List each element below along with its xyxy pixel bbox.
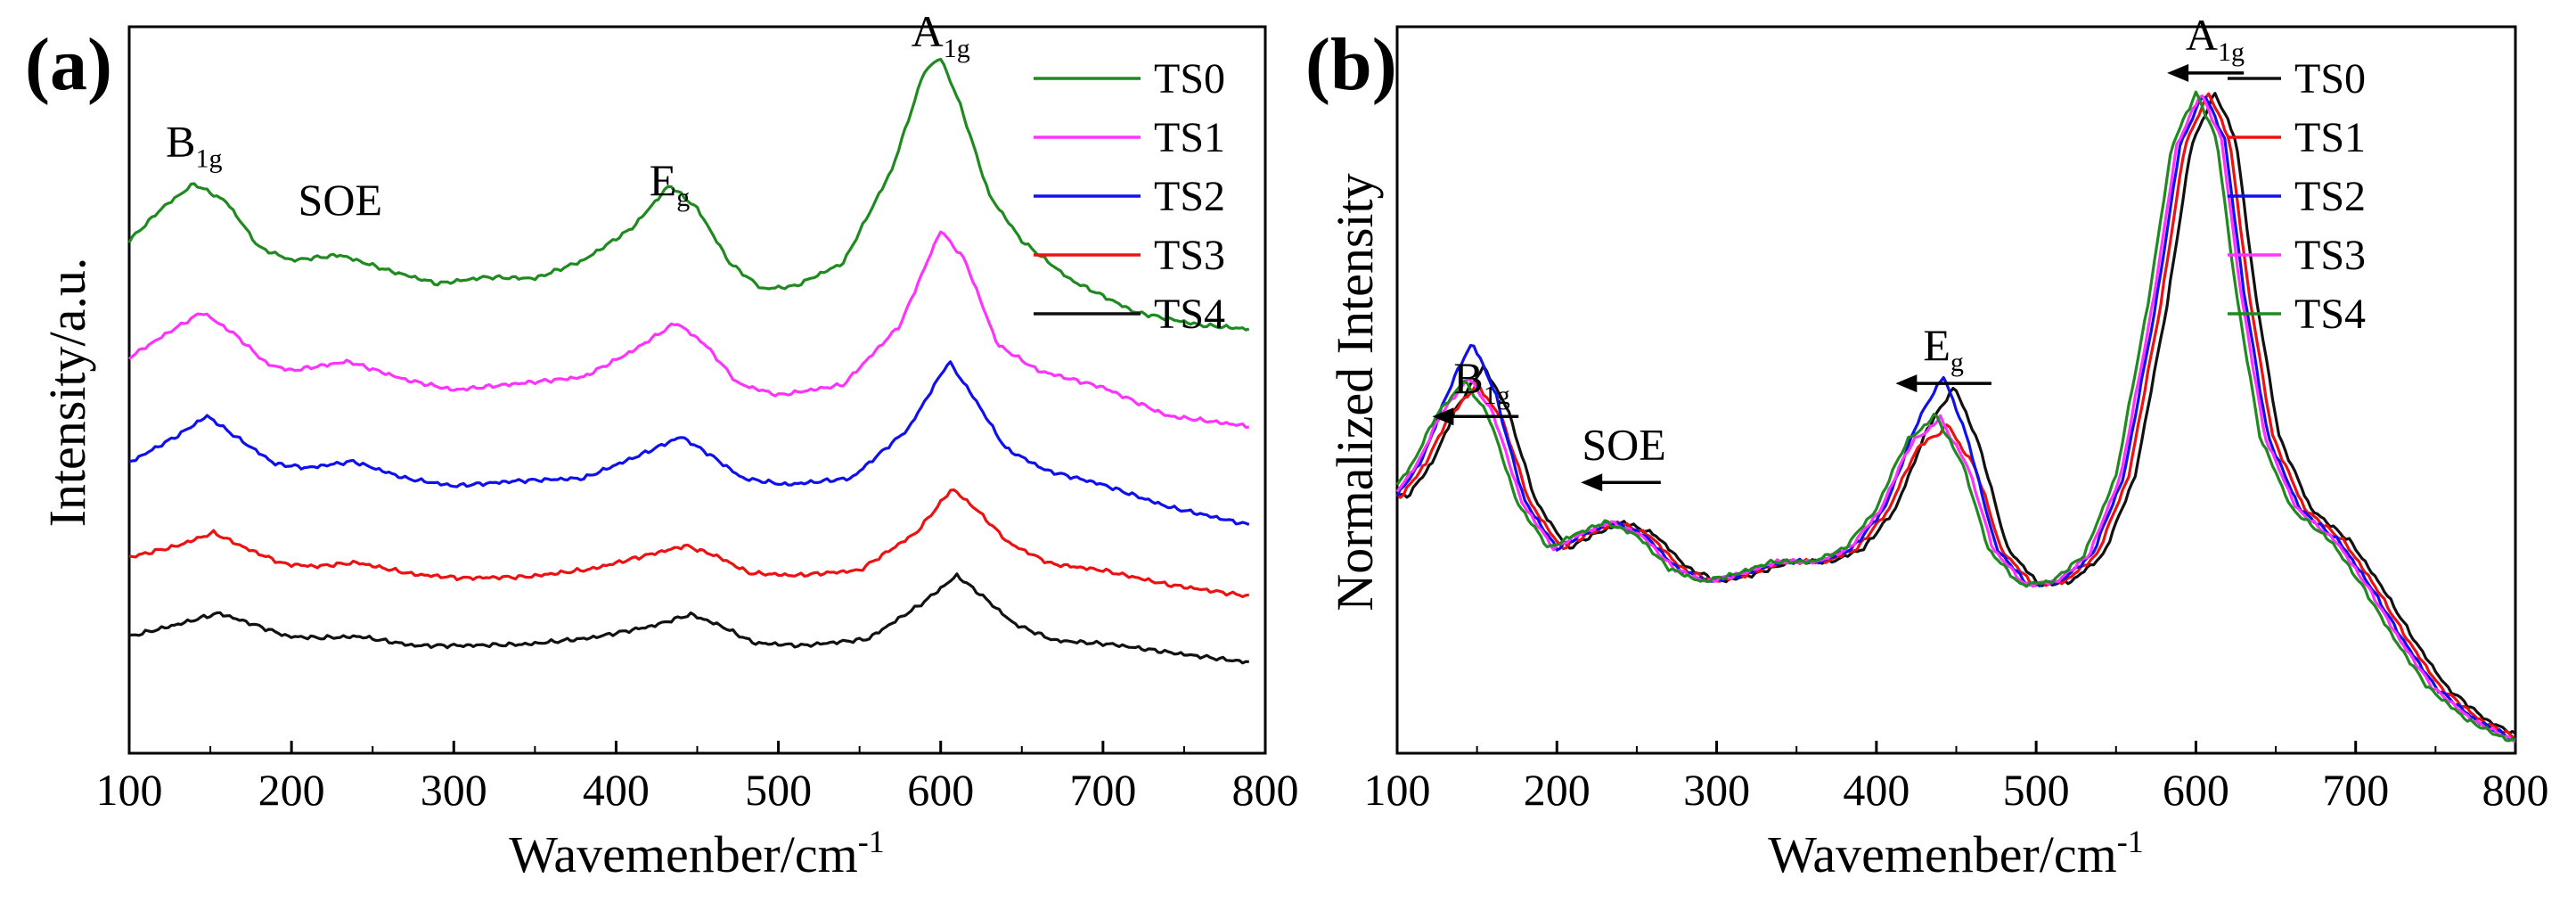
legend-label-ts3: TS3: [2294, 232, 2366, 279]
panel-a-x-axis-title: Wavemenber/cm-1: [509, 824, 884, 883]
series-line-ts0: [127, 57, 1250, 332]
series-line-ts1: [1395, 92, 2516, 741]
panel-a-x-axis-title-main: Wavemenber/cm: [509, 825, 857, 883]
series-line-ts2: [128, 360, 1250, 526]
series-line-ts3: [128, 488, 1249, 598]
panel-a-series: [127, 57, 1250, 665]
peak-annotation: SOE: [298, 175, 382, 225]
x-tick-label: 800: [1232, 765, 1299, 815]
panel-b-series: [1395, 90, 2516, 743]
x-tick-label: 700: [2322, 765, 2389, 815]
panel-b-x-axis-title-sup: -1: [2117, 824, 2144, 859]
x-tick-label: 600: [907, 765, 974, 815]
shift-arrow-head: [1895, 374, 1918, 393]
panel-b-x-axis-title-main: Wavemenber/cm: [1768, 825, 2116, 883]
panel-a-y-axis-title: Intensity/a.u.: [38, 258, 96, 528]
peak-annotation: B1g: [166, 117, 222, 174]
x-tick-label: 600: [2163, 765, 2229, 815]
panel-a-letter: (a): [25, 23, 112, 106]
x-tick-label: 200: [1524, 765, 1591, 815]
panel-a-legend: TS0 TS1 TS2 TS3 TS4: [1034, 55, 1225, 338]
series-line-ts1: [127, 230, 1249, 429]
x-tick-label: 400: [1843, 765, 1910, 815]
legend-label-ts4: TS4: [1154, 291, 1225, 338]
x-tick-label: 100: [1364, 765, 1431, 815]
panel-a-x-axis-title-sup: -1: [858, 824, 885, 859]
x-tick-label: 800: [2482, 765, 2549, 815]
x-tick-label: 500: [2003, 765, 2070, 815]
shift-arrow-head: [2167, 63, 2189, 82]
legend-label-ts1: TS1: [1154, 114, 1225, 161]
legend-label-ts0: TS0: [1154, 55, 1225, 103]
x-tick-label: 300: [1683, 765, 1750, 815]
peak-annotation: B1g: [1453, 353, 1509, 410]
peak-annotation: SOE: [1582, 419, 1665, 469]
panel-b: (b) 100 200 300 400 500 600 700 800 A1g B1g SOE Eg…: [1305, 10, 2549, 883]
series-line-ts4: [128, 572, 1249, 665]
panel-a: (a) 100 200 300 400 500 600 700 800 B1g SOE Eg A1g…: [25, 6, 1299, 883]
series-line-ts4: [1395, 90, 2516, 743]
panel-b-letter: (b): [1305, 23, 1397, 106]
panel-b-legend: TS0 TS1 TS2 TS3 TS4: [2228, 55, 2366, 338]
x-tick-label: 500: [745, 765, 812, 815]
panel-b-annotations: A1g B1g SOE Eg: [1432, 10, 2245, 492]
x-tick-label: 400: [583, 765, 650, 815]
legend-label-ts1: TS1: [2294, 114, 2366, 161]
legend-label-ts2: TS2: [2294, 173, 2366, 220]
peak-annotation: A1g: [912, 6, 970, 63]
legend-label-ts3: TS3: [1154, 232, 1225, 279]
peak-annotation: Eg: [650, 155, 691, 212]
legend-label-ts0: TS0: [2294, 55, 2366, 103]
peak-annotation: Eg: [1923, 320, 1964, 377]
x-tick-label: 200: [258, 765, 325, 815]
x-tick-label: 700: [1069, 765, 1136, 815]
panel-b-y-axis-title: Normalized Intensity: [1326, 173, 1384, 611]
panel-b-x-ticks: 100 200 300 400 500 600 700 800: [1364, 741, 2549, 815]
peak-annotation: A1g: [2186, 10, 2245, 67]
series-line-ts3: [1395, 94, 2516, 743]
shift-arrow-head: [1581, 473, 1603, 492]
series-line-ts0: [1396, 92, 2516, 735]
legend-label-ts4: TS4: [2294, 291, 2366, 338]
x-tick-label: 300: [421, 765, 487, 815]
panel-a-annotations: B1g SOE Eg A1g: [166, 6, 970, 225]
legend-label-ts2: TS2: [1154, 173, 1225, 220]
shift-arrow-head: [1432, 407, 1454, 426]
x-tick-label: 100: [96, 765, 163, 815]
panel-b-x-axis-title: Wavemenber/cm-1: [1768, 824, 2143, 883]
panel-a-x-ticks: 100 200 300 400 500 600 700 800: [96, 741, 1299, 815]
